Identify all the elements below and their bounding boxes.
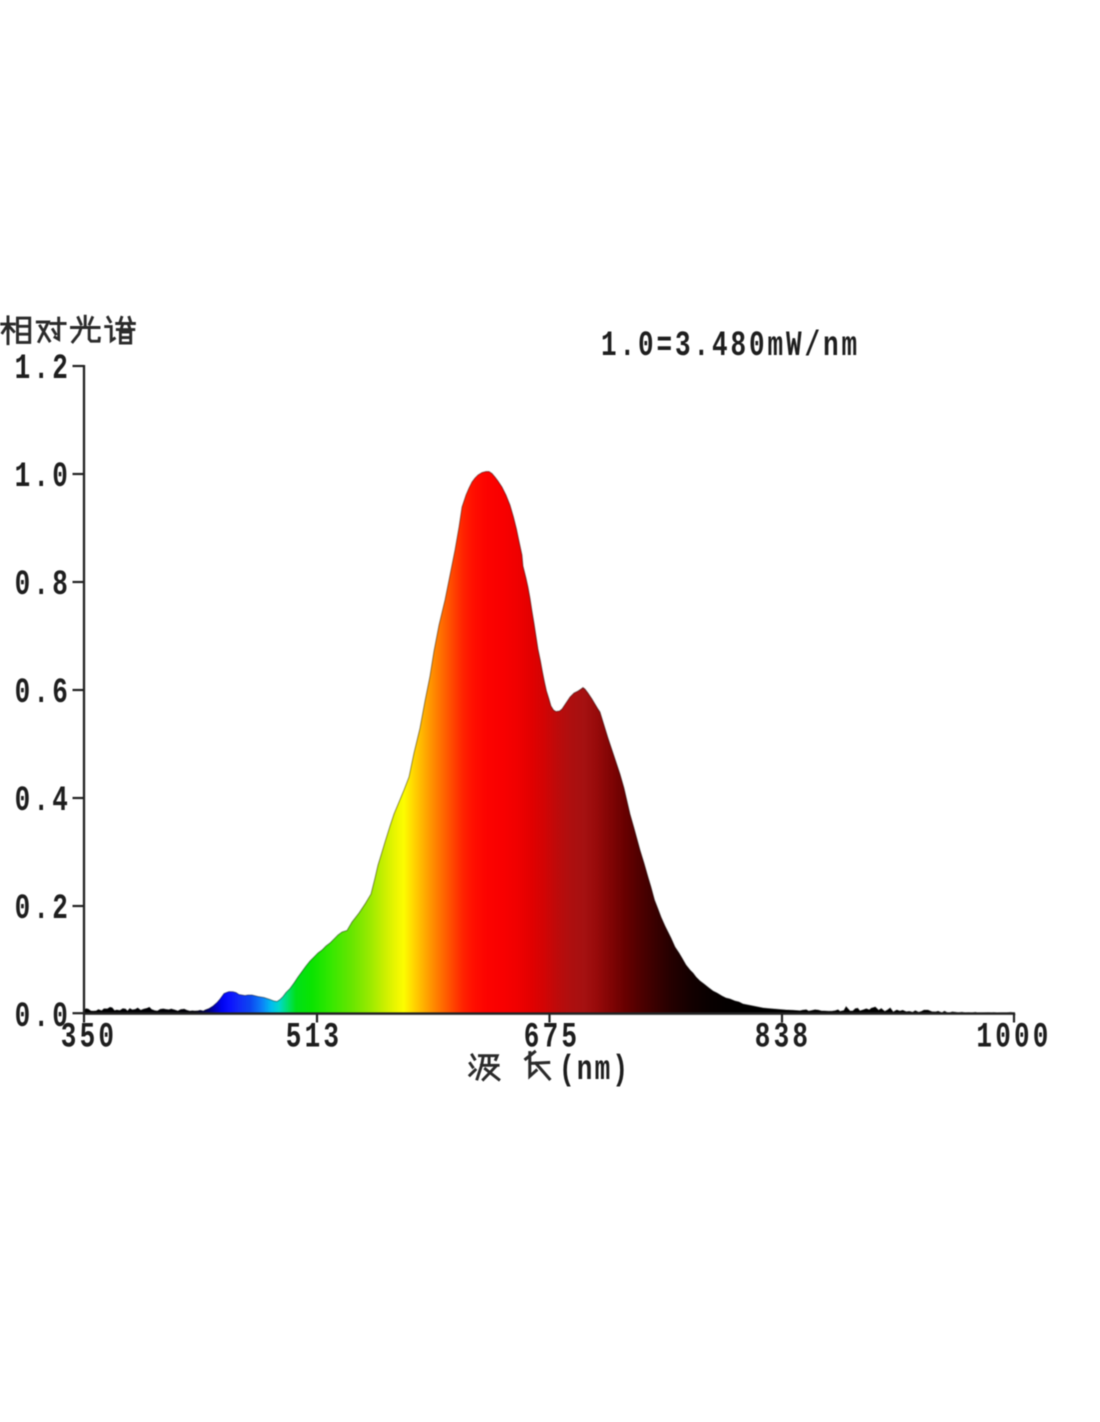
svg-text:0.6: 0.6 — [15, 674, 71, 714]
svg-text:1.2: 1.2 — [15, 350, 71, 390]
svg-text:1.0: 1.0 — [15, 458, 71, 498]
svg-text:0.2: 0.2 — [15, 890, 71, 930]
svg-text:675: 675 — [524, 1018, 580, 1058]
svg-text:0.0: 0.0 — [15, 998, 71, 1038]
svg-text:0.4: 0.4 — [15, 782, 71, 822]
svg-text:1.0=3.480mW/nm: 1.0=3.480mW/nm — [601, 327, 860, 367]
svg-text:0.8: 0.8 — [15, 566, 71, 606]
svg-text:(nm): (nm) — [559, 1051, 630, 1091]
svg-text:838: 838 — [755, 1018, 811, 1058]
svg-text:1000: 1000 — [976, 1018, 1051, 1058]
svg-text:513: 513 — [286, 1018, 342, 1058]
svg-text:350: 350 — [61, 1018, 117, 1058]
